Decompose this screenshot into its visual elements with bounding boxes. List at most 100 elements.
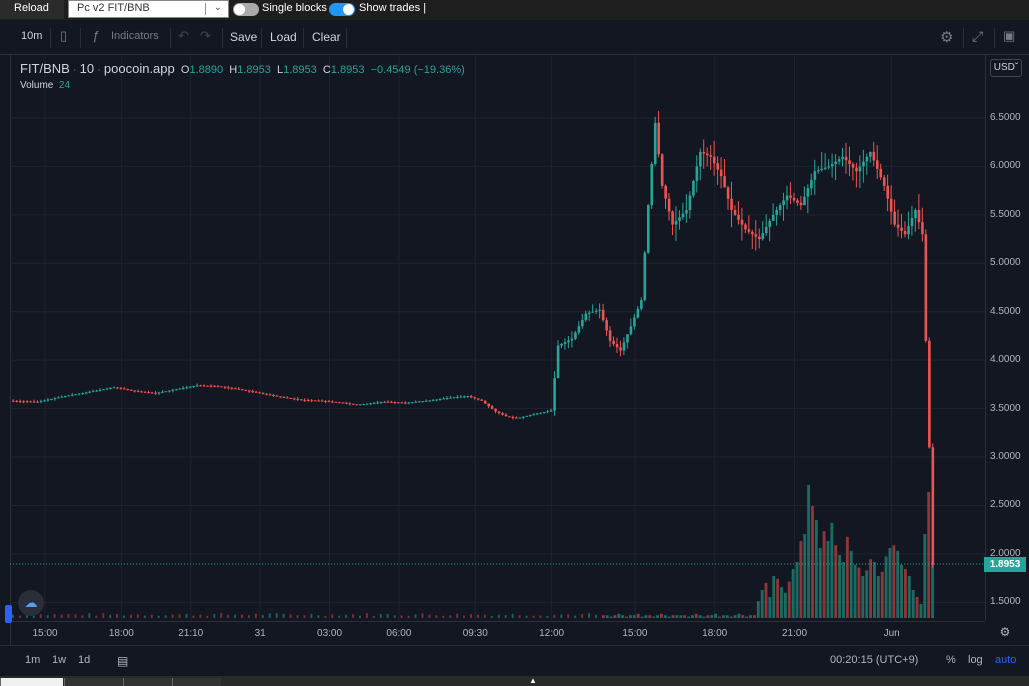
volume-bar: [213, 613, 216, 618]
toggle-knob: [234, 4, 245, 15]
candle: [764, 226, 768, 234]
indicators-icon[interactable]: ƒ: [92, 28, 100, 43]
range-1d-button[interactable]: 1d: [78, 654, 91, 666]
volume-bar: [811, 506, 814, 618]
redo-icon[interactable]: ↷: [200, 28, 211, 43]
volume-bar: [679, 615, 683, 618]
volume-bar: [702, 616, 706, 618]
volume-bar: [826, 541, 830, 618]
volume-bar: [46, 615, 49, 618]
candle: [876, 160, 879, 169]
undo-icon[interactable]: ↶: [178, 28, 189, 43]
volume-bar: [352, 614, 355, 618]
candle: [483, 400, 487, 404]
volume-bar: [745, 616, 749, 618]
load-button[interactable]: Load: [270, 30, 297, 44]
candle: [844, 156, 848, 161]
range-1m-button[interactable]: 1m: [25, 654, 41, 666]
footer-tab[interactable]: [123, 678, 172, 686]
volume-bar: [39, 614, 42, 618]
show-trades-toggle[interactable]: [329, 3, 355, 16]
volume-bar: [407, 615, 410, 618]
candle: [161, 391, 164, 393]
candle: [12, 400, 15, 402]
fullscreen-icon[interactable]: ⤢: [972, 28, 984, 44]
candle: [785, 195, 789, 201]
candle: [910, 218, 914, 227]
candle: [317, 400, 320, 402]
volume-bar: [818, 548, 822, 618]
candle: [154, 392, 157, 394]
volume-bar: [525, 615, 528, 618]
candle: [563, 342, 567, 344]
clock-display[interactable]: 00:20:15 (UTC+9): [830, 654, 919, 666]
caret-up-icon[interactable]: ▲: [529, 676, 537, 685]
time-axis[interactable]: 15:00 18:00 21:10 31 03:00 06:00 09:30 12:00 15:…: [10, 621, 1010, 644]
legend-open-key: O: [180, 64, 190, 76]
candle: [841, 156, 844, 160]
axis-settings-icon[interactable]: ⚙: [999, 625, 1011, 639]
candle: [591, 311, 595, 313]
candle: [532, 414, 536, 416]
price-axis[interactable]: [985, 54, 986, 620]
candle: [789, 195, 792, 198]
range-1w-button[interactable]: 1w: [52, 654, 67, 666]
candle: [636, 308, 640, 318]
candle: [664, 185, 667, 199]
footer-tab[interactable]: [172, 678, 221, 686]
volume-bar: [88, 613, 91, 618]
single-blocks-toggle[interactable]: [233, 3, 259, 16]
candles-icon[interactable]: ▯: [60, 28, 68, 43]
save-button[interactable]: Save: [230, 30, 258, 44]
currency-select[interactable]: USDˇ: [990, 59, 1022, 77]
volume-bar: [605, 615, 609, 618]
candle: [445, 397, 449, 399]
volume-bar: [220, 613, 223, 618]
volume-bar: [764, 583, 768, 618]
candle: [223, 386, 227, 388]
volume-bar: [873, 562, 876, 618]
volume-bar: [857, 567, 861, 618]
volume-bar: [632, 615, 636, 618]
volume-bar: [904, 569, 907, 618]
candle: [549, 410, 553, 412]
drawing-panel-handle[interactable]: [5, 605, 12, 623]
date-range-icon[interactable]: ▤: [117, 654, 129, 668]
clear-button[interactable]: Clear: [312, 30, 341, 44]
volume-bar: [60, 614, 63, 618]
footer-tab[interactable]: [64, 678, 123, 686]
auto-toggle[interactable]: auto: [995, 654, 1017, 666]
candle: [379, 402, 383, 404]
candle: [896, 224, 900, 228]
pair-select[interactable]: Pc v2 FIT/BNB ⌄: [68, 0, 229, 18]
camera-icon[interactable]: ▣: [1003, 28, 1016, 43]
volume-bar: [12, 614, 14, 618]
log-toggle[interactable]: log: [968, 654, 983, 666]
candle: [352, 403, 355, 405]
candle: [522, 416, 525, 418]
price-tick-label: 3.0000: [990, 451, 1021, 463]
candle: [650, 164, 654, 206]
tradingview-logo-icon[interactable]: ☁: [18, 590, 44, 616]
candle: [633, 317, 636, 327]
footer-tab[interactable]: [0, 678, 63, 686]
volume-bar: [884, 556, 888, 618]
volume-bar: [667, 616, 671, 618]
interval-button[interactable]: 10m: [21, 30, 43, 42]
percent-toggle[interactable]: %: [946, 654, 956, 666]
time-tick-label: 09:30: [462, 628, 488, 639]
reload-button[interactable]: Reload: [0, 0, 64, 19]
gear-icon[interactable]: ⚙: [940, 29, 954, 46]
candle: [560, 343, 563, 346]
candle: [126, 389, 130, 391]
volume-bar: [776, 578, 780, 618]
candle: [851, 164, 855, 168]
candle: [112, 387, 116, 389]
candle: [584, 313, 588, 320]
candle: [792, 197, 796, 201]
volume-bar: [470, 614, 473, 618]
indicators-button[interactable]: Indicators: [111, 30, 159, 42]
candle: [289, 397, 293, 399]
volume-bar: [74, 614, 77, 618]
